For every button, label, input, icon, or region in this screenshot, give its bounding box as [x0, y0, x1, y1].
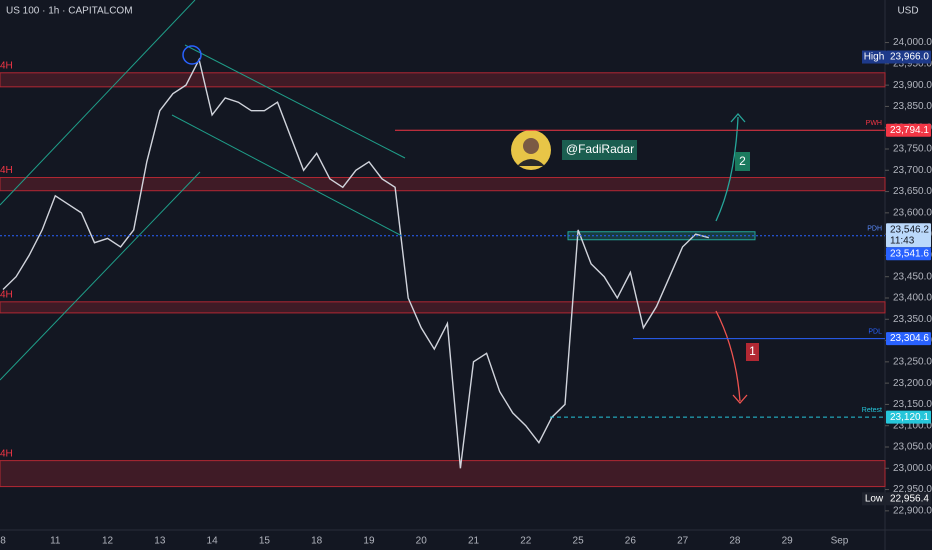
- channel-line: [184, 44, 406, 159]
- x-tick-label: 18: [311, 536, 323, 547]
- arrow-down: [715, 310, 741, 402]
- countdown: 11:43: [890, 235, 915, 246]
- handle: @FadiRadar: [566, 142, 634, 156]
- zone: [0, 72, 886, 88]
- x-tick-label: 19: [363, 536, 375, 547]
- zone: [0, 177, 886, 192]
- arrow-up: [715, 116, 739, 222]
- x-tick-label: 22: [520, 536, 532, 547]
- x-tick-label: 12: [102, 536, 114, 547]
- price-tag: [886, 50, 931, 64]
- label-2: 2: [739, 154, 746, 168]
- currency: USD: [897, 6, 918, 17]
- price-tag-label: 23,304.6: [890, 333, 929, 344]
- price-tag: [886, 223, 931, 248]
- x-tick-label: 28: [729, 536, 741, 547]
- y-tick-label: 23,900.0: [893, 80, 932, 91]
- level-name: PDL: [868, 328, 882, 335]
- avatar-body: [517, 159, 545, 166]
- y-tick-label: 23,400.0: [893, 293, 932, 304]
- y-tick-label: 23,350.0: [893, 314, 932, 325]
- level-name: Low: [865, 493, 884, 504]
- price-tag: [886, 123, 931, 137]
- level-name: High: [864, 52, 885, 63]
- zone: [0, 460, 886, 488]
- high-marker: [182, 45, 202, 65]
- y-tick-label: 23,050.0: [893, 442, 932, 453]
- zone-label: 4H: [0, 448, 13, 459]
- x-tick-label: 14: [207, 536, 219, 547]
- channel-line: [0, 171, 201, 381]
- price-tag: [886, 410, 931, 424]
- label-box: [735, 152, 750, 171]
- zone: [0, 301, 886, 314]
- channel-line: [0, 0, 196, 206]
- y-tick-label: 23,650.0: [893, 186, 932, 197]
- y-tick-label: 23,000.0: [893, 463, 932, 474]
- zone-label: 4H: [0, 289, 13, 300]
- chart-title: US 100 · 1h · CAPITALCOM: [6, 6, 133, 17]
- y-tick-label: 23,450.0: [893, 271, 932, 282]
- x-tick-label: 25: [573, 536, 585, 547]
- x-tick-label: 20: [416, 536, 428, 547]
- y-tick-label: 22,900.0: [893, 505, 932, 516]
- price-tag-label: 23,546.2: [890, 224, 929, 235]
- level-name: PWH: [866, 120, 882, 127]
- x-tick-label: 27: [677, 536, 689, 547]
- price-tag-label: 23,541.6: [890, 248, 929, 259]
- x-tick-label: 8: [0, 536, 6, 547]
- price-tag-label: 23,966.0: [890, 52, 929, 63]
- label-1: 1: [749, 344, 756, 358]
- price-tag-label: 23,120.1: [890, 412, 929, 423]
- channel-line: [171, 114, 403, 237]
- y-tick-label: 23,850.0: [893, 101, 932, 112]
- level-name: PDH: [867, 226, 882, 233]
- y-tick-label: 23,950.0: [893, 58, 932, 69]
- x-tick-label: 29: [782, 536, 794, 547]
- handle-box: [562, 140, 637, 160]
- label-box: [746, 343, 759, 361]
- avatar-face: [523, 138, 539, 154]
- x-tick-label: Sep: [831, 536, 849, 547]
- x-tick-label: 21: [468, 536, 480, 547]
- y-tick-label: 23,250.0: [893, 356, 932, 367]
- title-box: [0, 0, 150, 22]
- y-tick-label: 23,750.0: [893, 144, 932, 155]
- y-tick-label: 23,100.0: [893, 420, 932, 431]
- y-tick-label: 23,700.0: [893, 165, 932, 176]
- x-tick-label: 26: [625, 536, 637, 547]
- price-tag: [886, 492, 931, 506]
- arrow-head: [732, 394, 748, 404]
- name-box: [862, 492, 886, 506]
- x-tick-label: 13: [154, 536, 166, 547]
- name-box: [862, 50, 886, 64]
- price-tag: [886, 247, 931, 261]
- x-tick-label: 11: [50, 536, 61, 547]
- price-tag-label: 22,956.4: [890, 493, 929, 504]
- price-tag-label: 23,794.1: [890, 125, 929, 136]
- y-tick-label: 22,950.0: [893, 484, 932, 495]
- arrow-head: [730, 113, 746, 123]
- zone-label: 4H: [0, 60, 13, 71]
- zone-label: 4H: [0, 165, 13, 176]
- y-tick-label: 23,200.0: [893, 378, 932, 389]
- level-name: Retest: [862, 407, 882, 414]
- price-line: [2, 57, 709, 469]
- price-tag: [886, 332, 931, 346]
- y-tick-label: 23,150.0: [893, 399, 932, 410]
- x-tick-label: 15: [259, 536, 271, 547]
- y-tick-label: 24,000.0: [893, 37, 932, 48]
- y-tick-label: 23,600.0: [893, 207, 932, 218]
